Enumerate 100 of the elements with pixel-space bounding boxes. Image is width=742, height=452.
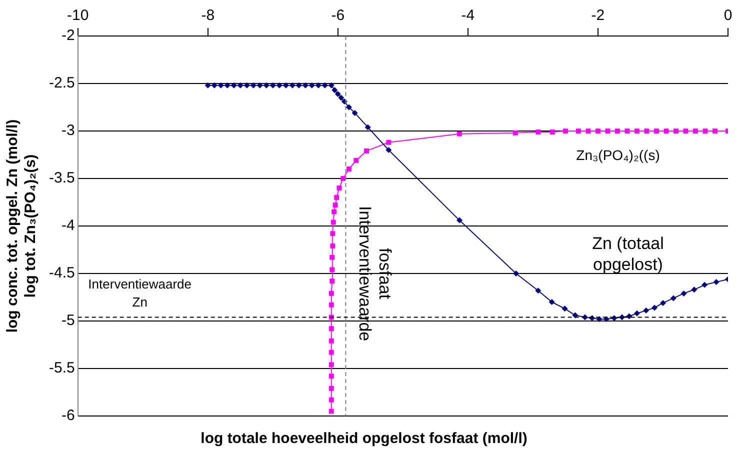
- point: [364, 148, 369, 154]
- point: [693, 128, 698, 134]
- point: [346, 104, 352, 110]
- series-label: Zn (totaal opgelost): [592, 234, 664, 274]
- point: [330, 278, 335, 284]
- point: [338, 94, 344, 101]
- x-tick-label: -6: [331, 7, 345, 24]
- point: [576, 128, 581, 134]
- point: [211, 82, 218, 88]
- point: [244, 82, 250, 88]
- y-tick-label: -4: [62, 217, 75, 234]
- point: [308, 82, 315, 88]
- point: [562, 306, 568, 312]
- point: [334, 195, 340, 200]
- point: [680, 290, 687, 296]
- point: [652, 304, 658, 311]
- y-tick-label: -5: [62, 312, 75, 330]
- point: [296, 82, 302, 88]
- point: [702, 282, 708, 288]
- point: [302, 82, 308, 88]
- point: [513, 270, 520, 276]
- point: [644, 128, 650, 134]
- point: [330, 254, 335, 260]
- point: [328, 386, 334, 391]
- series-label: Zn₃(PO₄)₂((s): [576, 146, 660, 163]
- point: [586, 128, 591, 134]
- point: [330, 231, 336, 236]
- point: [237, 82, 244, 88]
- point: [276, 82, 282, 88]
- y-tick-label: -5.5: [48, 360, 75, 377]
- y-tick-label: -2: [62, 27, 75, 44]
- point: [457, 131, 462, 136]
- point: [683, 128, 688, 134]
- text: log conc. tot. opgel. Zn (mol/l): [4, 119, 22, 333]
- point: [664, 128, 669, 134]
- point: [713, 279, 720, 286]
- point: [230, 82, 237, 88]
- point: [224, 82, 230, 88]
- point: [328, 82, 334, 88]
- point: [712, 128, 718, 134]
- point: [328, 408, 334, 414]
- point: [328, 350, 334, 355]
- x-tick-label: -4: [461, 7, 475, 24]
- point: [256, 82, 263, 88]
- point: [634, 310, 640, 316]
- point: [328, 338, 334, 344]
- point: [263, 82, 270, 88]
- point: [562, 128, 568, 134]
- point: [336, 186, 342, 190]
- y-tick-label: -4.5: [48, 264, 75, 282]
- point: [536, 129, 541, 134]
- point: [328, 374, 334, 379]
- point: [328, 397, 334, 402]
- point: [289, 82, 296, 88]
- point: [250, 82, 256, 88]
- text: log tot. Zn₃(PO₄)₂(s): [22, 154, 40, 298]
- point: [386, 147, 392, 153]
- point: [605, 128, 610, 134]
- point: [691, 286, 698, 293]
- point: [354, 158, 359, 163]
- point: [332, 209, 336, 214]
- y-tick-label: -2.5: [48, 74, 75, 92]
- x-tick-label: -8: [201, 7, 215, 24]
- point: [702, 128, 708, 134]
- y-tick-label: -3.5: [48, 170, 75, 187]
- point: [315, 82, 322, 88]
- point: [643, 308, 650, 314]
- x-tick-label: -2: [591, 7, 605, 24]
- point: [603, 316, 610, 322]
- point: [615, 128, 620, 134]
- point: [330, 267, 335, 272]
- point: [322, 82, 328, 88]
- ref-line-label: Interventiewaarde fosfaat: [356, 206, 395, 342]
- point: [328, 362, 334, 368]
- point: [624, 128, 630, 134]
- point: [332, 87, 338, 94]
- point: [596, 316, 602, 322]
- point: [535, 288, 542, 294]
- point: [328, 302, 334, 308]
- point: [332, 202, 338, 208]
- y-tick-label: -6: [62, 407, 75, 424]
- point: [270, 82, 276, 88]
- point: [654, 128, 659, 134]
- point: [456, 217, 462, 224]
- point: [364, 124, 371, 130]
- point: [218, 82, 224, 88]
- point: [572, 312, 578, 318]
- point: [330, 220, 336, 225]
- y-tick-label: -3: [62, 122, 75, 140]
- point: [550, 129, 555, 134]
- point: [670, 295, 676, 302]
- point: [548, 299, 555, 305]
- point: [595, 128, 600, 134]
- point: [328, 290, 334, 296]
- point: [204, 82, 211, 88]
- point: [340, 176, 346, 181]
- point: [386, 140, 392, 145]
- point: [282, 82, 289, 88]
- point: [674, 128, 678, 134]
- point: [352, 110, 358, 116]
